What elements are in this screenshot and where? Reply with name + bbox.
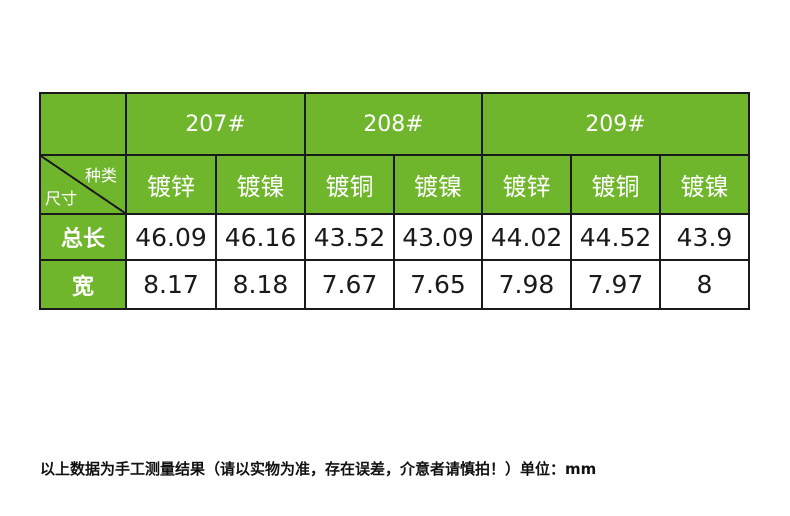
plating-type-row: 种类 尺寸 镀锌 镀镍 镀铜 镀镍 镀锌 镀铜 镀镍	[39, 154, 750, 215]
width-label: 宽	[39, 259, 127, 310]
plating-type-cell: 镀镍	[215, 154, 306, 215]
length-value-cell: 46.16	[215, 213, 306, 261]
length-value-cell: 43.09	[393, 213, 483, 261]
model-208-header: 208#	[304, 92, 483, 156]
plating-type-cell: 镀锌	[125, 154, 217, 215]
width-value-cell: 8.17	[125, 259, 217, 310]
plating-type-cell: 镀镍	[659, 154, 750, 215]
length-row: 总长 46.09 46.16 43.52 43.09 44.02 44.52 4…	[39, 213, 750, 261]
header-blank-cell	[39, 92, 127, 156]
plating-type-cell: 镀镍	[393, 154, 483, 215]
length-value-cell: 43.52	[304, 213, 395, 261]
width-value-cell: 8.18	[215, 259, 306, 310]
length-value-cell: 43.9	[659, 213, 750, 261]
width-value-cell: 8	[659, 259, 750, 310]
width-row: 宽 8.17 8.18 7.67 7.65 7.98 7.97 8	[39, 259, 750, 310]
width-value-cell: 7.65	[393, 259, 483, 310]
plating-type-cell: 镀铜	[570, 154, 661, 215]
plating-type-cell: 镀铜	[304, 154, 395, 215]
model-209-header: 209#	[481, 92, 750, 156]
plating-type-cell: 镀锌	[481, 154, 572, 215]
spec-table: 207# 208# 209# 种类 尺寸 镀锌 镀镍 镀铜 镀镍 镀锌 镀铜 镀…	[39, 92, 750, 310]
model-header-row: 207# 208# 209#	[39, 92, 750, 156]
corner-type-label: 种类	[84, 166, 117, 185]
width-value-cell: 7.98	[481, 259, 572, 310]
length-value-cell: 46.09	[125, 213, 217, 261]
width-value-cell: 7.67	[304, 259, 395, 310]
length-value-cell: 44.52	[570, 213, 661, 261]
model-207-header: 207#	[125, 92, 306, 156]
corner-size-label: 尺寸	[45, 189, 78, 208]
corner-diagonal-cell: 种类 尺寸	[39, 154, 127, 215]
length-value-cell: 44.02	[481, 213, 572, 261]
length-label: 总长	[39, 213, 127, 261]
width-value-cell: 7.97	[570, 259, 661, 310]
measurement-footnote: 以上数据为手工测量结果（请以实物为准，存在误差，介意者请慎拍！）单位：mm	[40, 460, 597, 478]
